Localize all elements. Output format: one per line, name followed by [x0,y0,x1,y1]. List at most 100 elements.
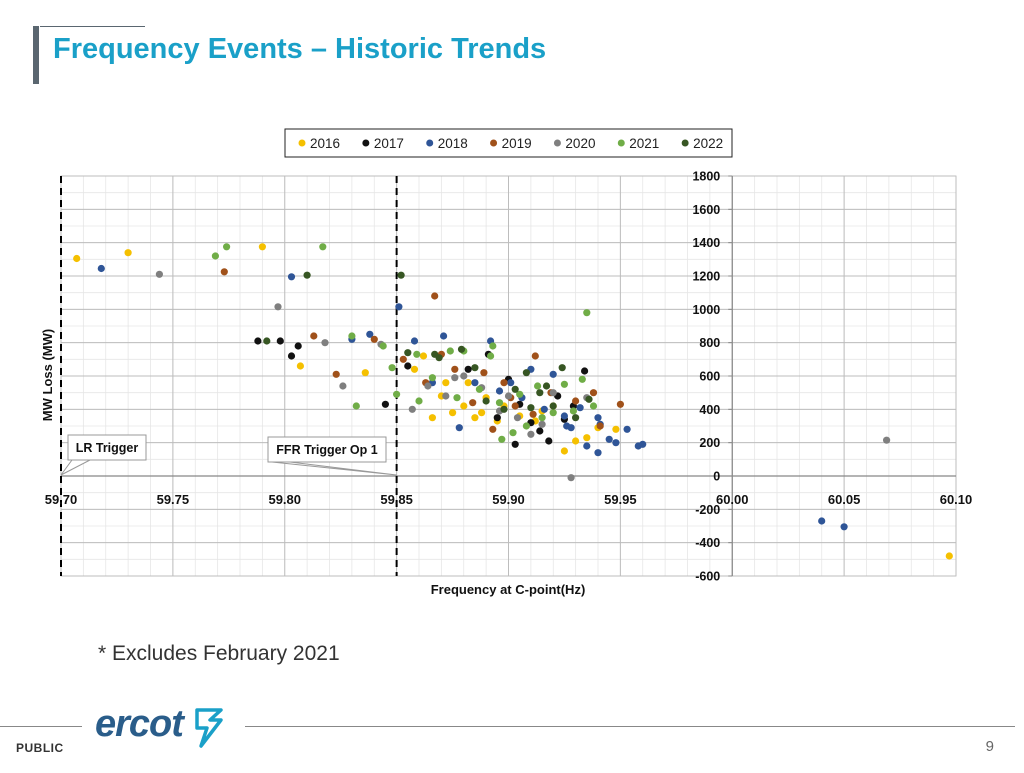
data-point-2016 [572,437,580,445]
legend-marker-2018 [426,139,434,147]
data-point-2020 [339,382,347,390]
data-point-2021 [446,347,454,355]
data-point-2020 [408,405,416,413]
data-point-2019 [596,422,604,430]
y-tick-label: 1200 [692,270,720,284]
data-point-2017 [464,365,472,373]
data-point-2022 [585,395,593,403]
data-point-2021 [522,422,531,430]
legend-label: 2022 [693,136,723,151]
data-point-2020 [538,420,546,428]
data-point-2021 [589,402,598,410]
data-point-2016 [612,425,620,433]
legend-label: 2020 [565,136,595,151]
data-point-2017 [254,337,262,345]
x-tick-label: 59.90 [492,492,525,507]
data-point-2017 [381,400,389,408]
title-accent-bar [33,26,39,84]
data-point-2020 [321,339,329,347]
data-point-2022 [431,350,439,358]
x-tick-label: 60.05 [828,492,861,507]
data-point-2018 [97,264,105,273]
data-point-2021 [538,414,546,422]
x-tick-label: 59.75 [157,492,190,507]
data-point-2021 [348,332,356,340]
callout-box [267,436,387,463]
data-point-2021 [428,374,436,382]
y-tick-label: 1400 [692,236,720,250]
data-point-2018 [605,435,613,443]
data-point-2018 [540,405,548,413]
x-tick-label: 59.85 [380,492,413,507]
x-tick-label: 60.00 [716,492,749,507]
data-point-2021 [352,402,360,410]
data-point-2017 [287,352,296,360]
data-point-2016 [410,365,419,373]
reference-label: FFR Trigger Op 1 [276,443,377,457]
data-point-2022 [303,271,311,279]
data-point-2022 [527,404,535,412]
data-point-2021 [413,350,421,358]
data-point-2020 [513,414,522,422]
data-point-2017 [404,362,412,370]
legend-label: 2016 [310,136,340,151]
data-point-2021 [516,390,524,398]
data-point-2018 [410,337,419,345]
data-point-2018 [576,404,584,412]
legend-marker-2020 [553,139,561,147]
data-point-2022 [511,385,519,393]
data-point-2016 [560,447,569,455]
data-point-2020 [442,392,450,400]
data-point-2016 [442,379,450,387]
title-rule [40,26,145,27]
data-point-2016 [449,409,457,417]
legend-marker-2019 [490,139,498,147]
data-point-2020 [883,436,891,444]
x-tick-label: 59.80 [268,492,301,507]
data-point-2021 [453,394,461,402]
data-point-2019 [589,389,598,397]
data-point-2022 [404,349,412,357]
data-point-2020 [274,303,282,311]
data-point-2022 [397,271,405,279]
y-tick-label: 1800 [692,170,720,184]
data-point-2020 [567,474,575,482]
data-point-2022 [558,364,566,372]
y-tick-label: -400 [695,536,720,550]
legend-marker-2016 [298,139,306,147]
data-point-2019 [531,352,539,360]
data-point-2019 [310,332,318,340]
data-point-2018 [594,449,602,457]
data-point-2018 [840,523,848,531]
data-point-2018 [612,439,620,447]
data-point-2018 [287,273,296,281]
callout-box [67,434,147,461]
legend-marker-2021 [617,139,625,147]
data-point-2016 [258,243,266,251]
data-point-2019 [220,268,228,276]
data-point-2016 [460,402,468,410]
data-point-2021 [388,364,396,372]
legend-label: 2019 [502,136,532,151]
data-point-2016 [478,409,486,417]
svg-text:ercot: ercot [95,703,185,745]
data-point-2021 [534,382,542,390]
data-point-2017 [545,437,553,445]
data-point-2021 [549,409,557,417]
data-point-2021 [495,399,504,407]
data-point-2019 [431,292,439,300]
data-point-2016 [471,414,479,422]
data-point-2018 [507,379,515,387]
footer-divider-left [0,726,82,727]
data-point-2019 [529,410,537,418]
data-point-2020 [424,382,432,390]
data-point-2018 [560,412,569,420]
data-point-2021 [223,243,231,251]
data-point-2018 [440,332,448,340]
y-tick-label: -600 [695,570,720,584]
footnote: * Excludes February 2021 [98,642,340,665]
legend-marker-2017 [362,139,370,147]
data-point-2021 [475,385,483,393]
data-point-2022 [482,397,490,405]
